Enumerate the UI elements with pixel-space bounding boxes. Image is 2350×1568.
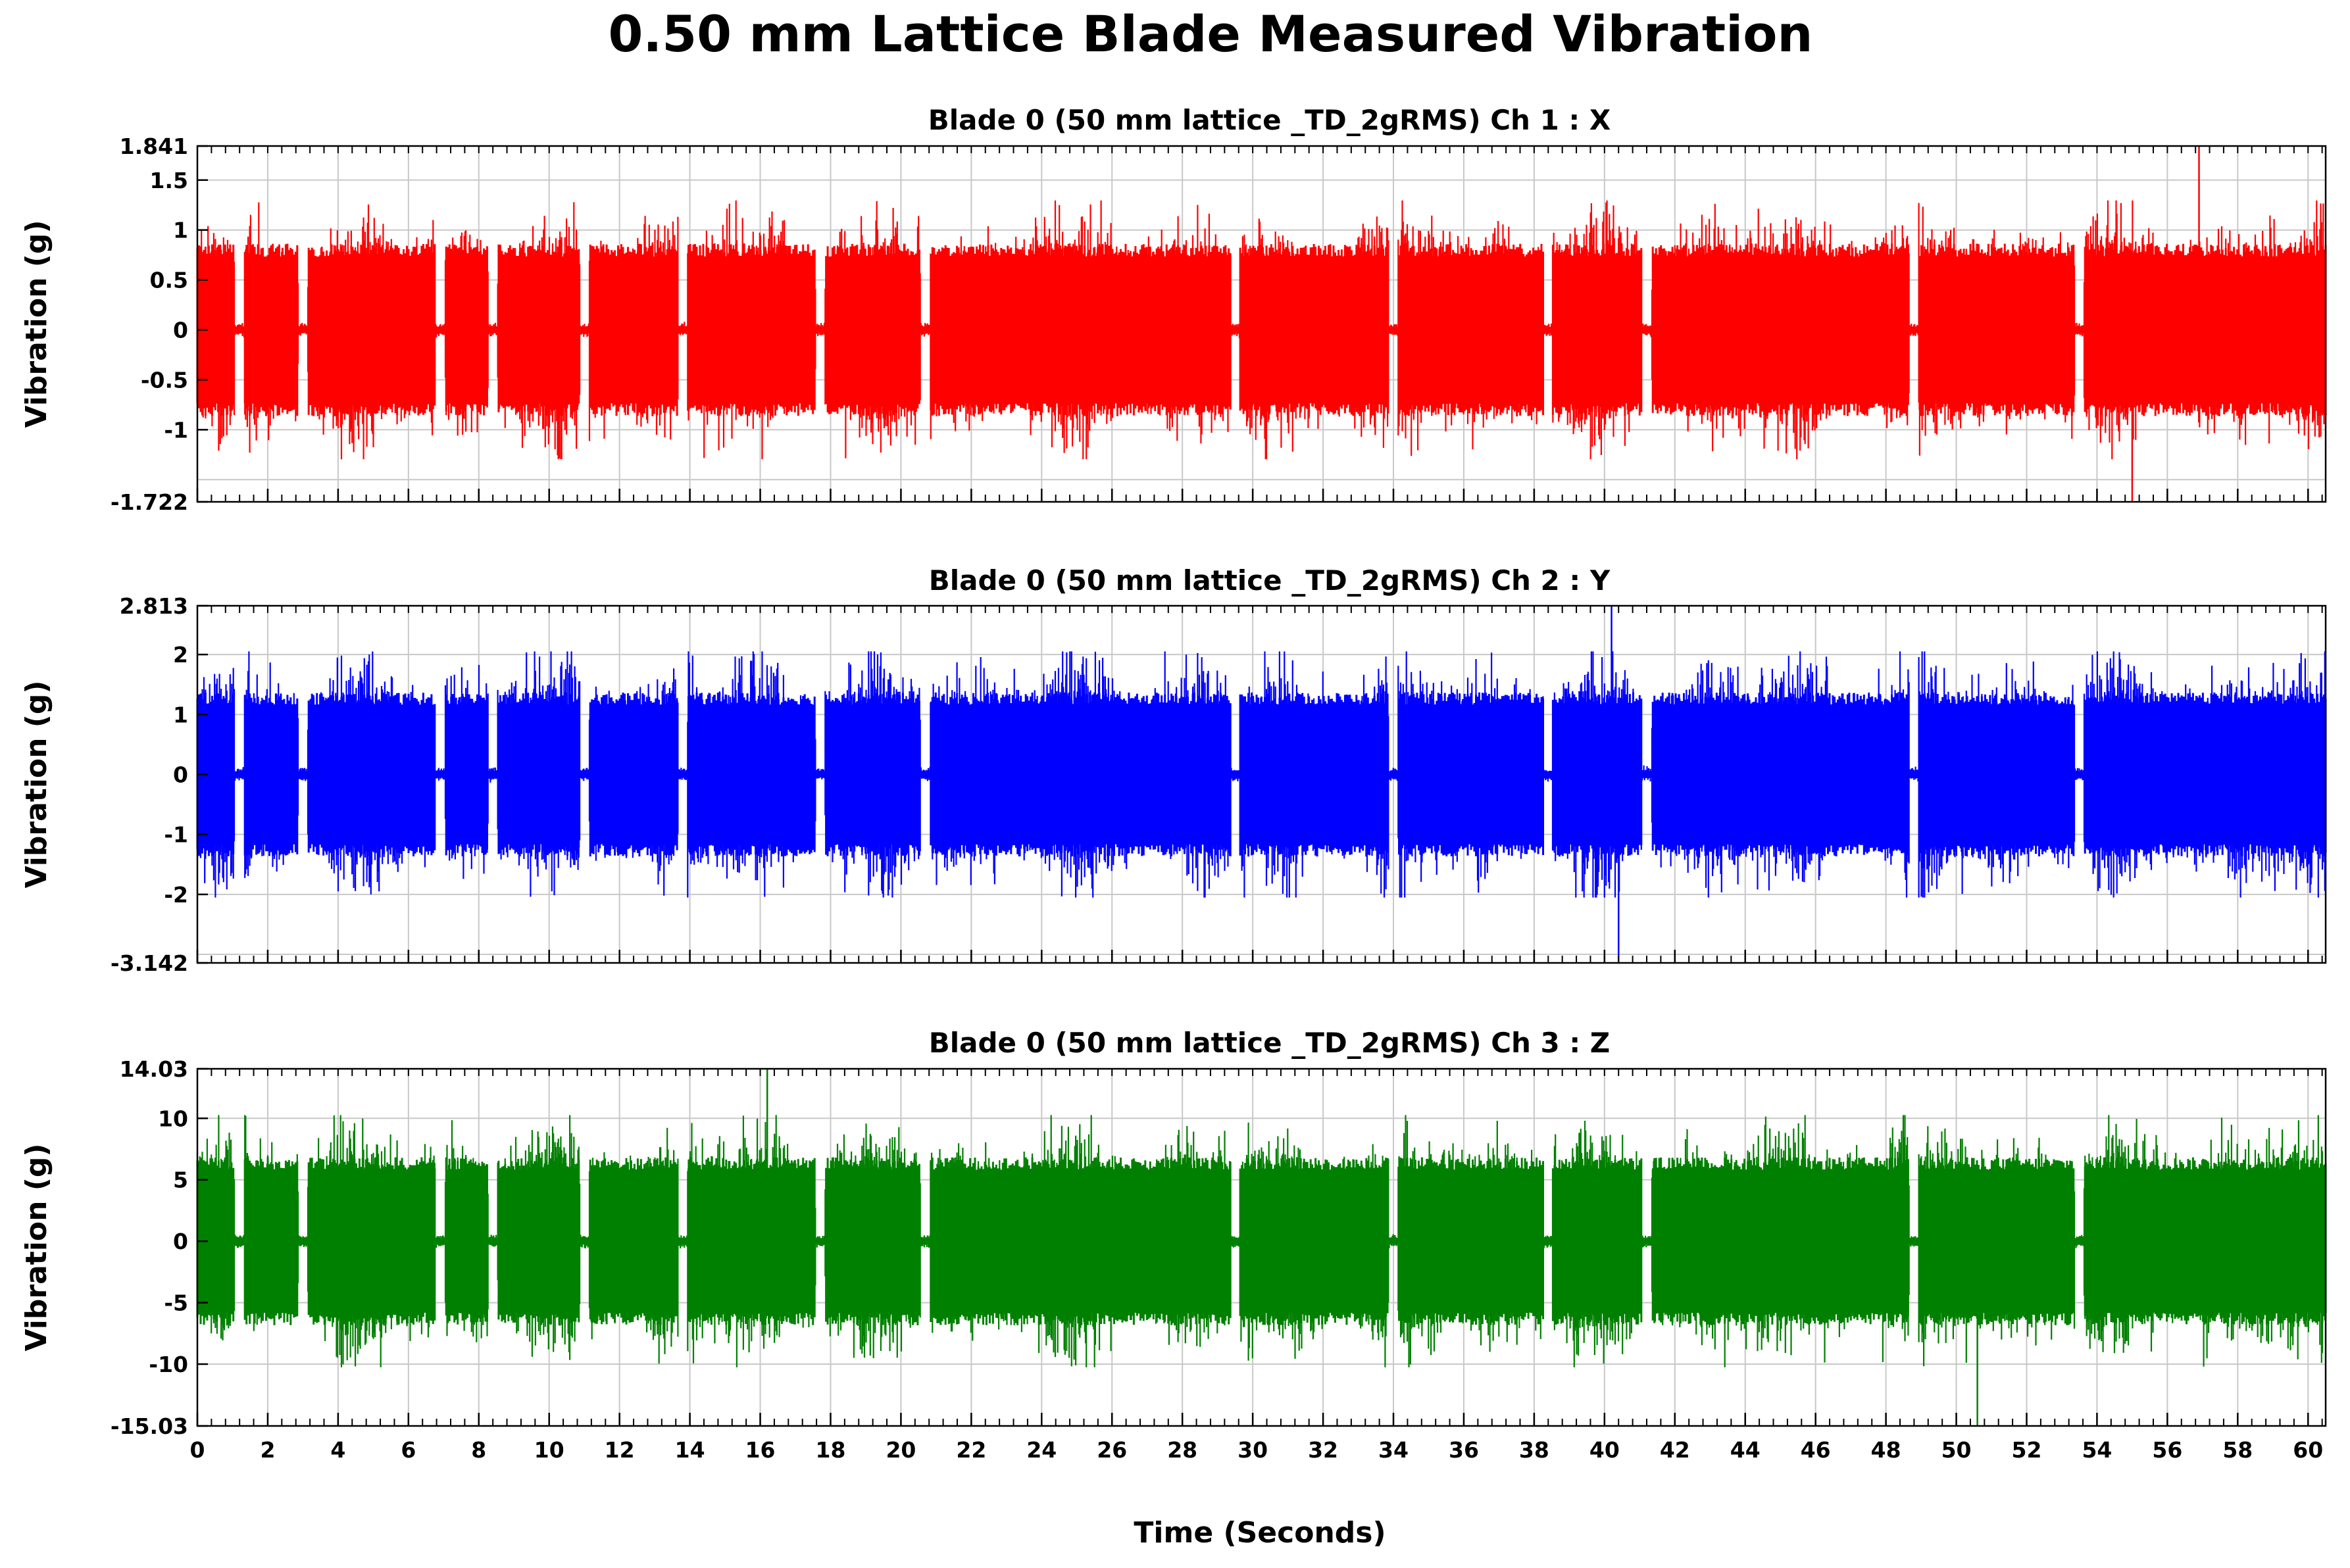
- y-tick-label: 2.813: [120, 593, 188, 619]
- x-tick-label: 44: [1730, 1437, 1761, 1463]
- x-tick-label: 22: [956, 1437, 986, 1463]
- y-tick-label: 14.03: [120, 1056, 188, 1082]
- y-tick-label: 0: [173, 762, 188, 788]
- signal-core: [196, 692, 2327, 857]
- panel-title: Blade 0 (50 mm lattice _TD_2gRMS) Ch 3 :…: [929, 1027, 1611, 1059]
- y-tick-label: -10: [149, 1352, 188, 1377]
- plot-frame: [196, 145, 2327, 503]
- panel-2: -3.142 -2 -1 0 1 2 2.813 Blade 0 (50 mm lattice…: [20, 564, 2327, 976]
- y-tick-label: 0: [173, 318, 188, 343]
- y-tick-label: -0.5: [141, 367, 188, 393]
- x-tick-label: 26: [1097, 1437, 1127, 1463]
- signal-core: [196, 243, 2327, 416]
- y-axis-label: Vibration (g): [20, 1144, 53, 1352]
- x-tick-label: 2: [260, 1437, 275, 1463]
- x-tick-label: 36: [1449, 1437, 1479, 1463]
- y-tick-label: 0.5: [150, 268, 188, 293]
- y-tick-label: 1: [173, 218, 188, 243]
- x-tick-label: 50: [1941, 1437, 1972, 1463]
- y-tick-label: 2: [173, 642, 188, 668]
- x-tick-label: 0: [190, 1437, 205, 1463]
- x-tick-label: 8: [471, 1437, 486, 1463]
- panel-title: Blade 0 (50 mm lattice _TD_2gRMS) Ch 2 :…: [929, 564, 1611, 597]
- x-tick-label: 42: [1660, 1437, 1690, 1463]
- y-tick-label: 0: [173, 1229, 188, 1254]
- y-tick-label: -15.03: [111, 1413, 188, 1439]
- x-tick-label: 28: [1167, 1437, 1197, 1463]
- x-tick-label: 58: [2222, 1437, 2253, 1463]
- y-tick-label: -5: [164, 1290, 188, 1316]
- y-tick-label: 1.5: [150, 168, 188, 193]
- y-tick-label: -3.142: [111, 950, 188, 976]
- x-tick-label: 46: [1801, 1437, 1831, 1463]
- x-tick-label: 34: [1378, 1437, 1409, 1463]
- x-tick-label: 30: [1238, 1437, 1268, 1463]
- y-tick-label: -1: [164, 417, 188, 443]
- x-tick-label: 20: [886, 1437, 916, 1463]
- x-tick-label: 60: [2293, 1437, 2323, 1463]
- x-tick-label: 48: [1871, 1437, 1901, 1463]
- x-tick-label: 56: [2152, 1437, 2182, 1463]
- x-tick-label: 14: [675, 1437, 705, 1463]
- x-tick-label: 54: [2082, 1437, 2112, 1463]
- y-axis-label: Vibration (g): [20, 681, 53, 889]
- y-tick-label: -2: [164, 882, 188, 908]
- y-tick-label: 5: [173, 1167, 188, 1193]
- x-tick-label: 18: [816, 1437, 846, 1463]
- y-tick-label: 1: [173, 702, 188, 727]
- y-tick-label: 1.841: [120, 134, 188, 159]
- x-tick-label: 6: [401, 1437, 416, 1463]
- x-tick-label: 32: [1308, 1437, 1338, 1463]
- x-tick-label: 4: [330, 1437, 345, 1463]
- x-tick-label: 38: [1519, 1437, 1549, 1463]
- x-tick-label: 24: [1026, 1437, 1057, 1463]
- x-axis-label: Time (Seconds): [1134, 1516, 1386, 1550]
- x-tick-label: 16: [745, 1437, 776, 1463]
- y-axis-label: Vibration (g): [20, 220, 53, 428]
- main-title: 0.50 mm Lattice Blade Measured Vibration: [608, 5, 1813, 63]
- panel-title: Blade 0 (50 mm lattice _TD_2gRMS) Ch 1 :…: [928, 104, 1611, 136]
- y-tick-label: -1.722: [111, 489, 188, 515]
- x-tick-label: 12: [605, 1437, 635, 1463]
- y-tick-label: -1: [164, 822, 188, 848]
- panel-3: -15.03 -10 -5 0 5 10 14.03 Blade 0 (50 mm latti…: [20, 1027, 2327, 1439]
- x-tick-label: 52: [2012, 1437, 2042, 1463]
- signal-core: [196, 1157, 2327, 1325]
- panel-1: -1.722 -1 -0.5 0 0.5 1 1.5 1.841 Blade 0 (50 mm …: [20, 104, 2327, 515]
- x-tick-label: 10: [534, 1437, 564, 1463]
- plot-frame: [196, 1067, 2327, 1427]
- y-tick-label: 10: [158, 1106, 188, 1131]
- x-tick-label: 40: [1589, 1437, 1620, 1463]
- plot-frame: [196, 604, 2327, 964]
